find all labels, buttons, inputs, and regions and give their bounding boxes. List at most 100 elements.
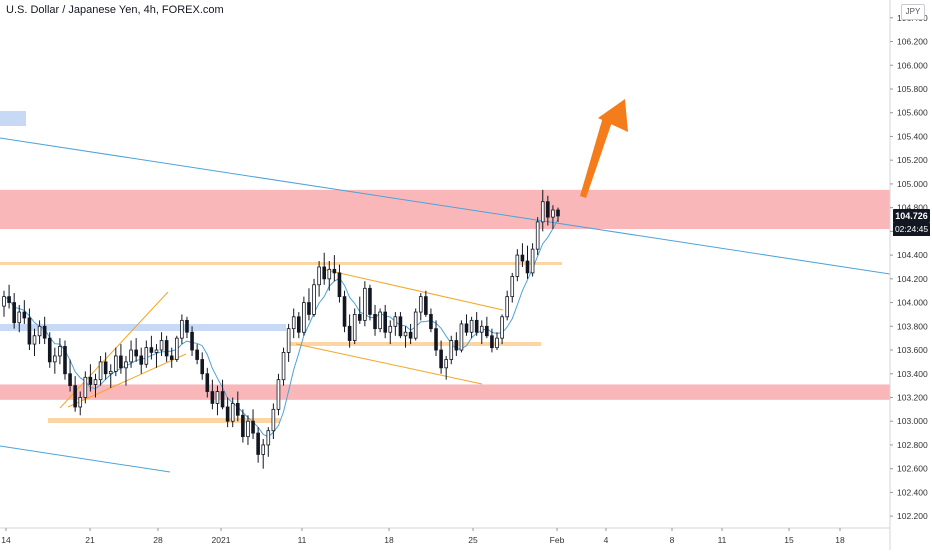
orange-level-upper — [0, 262, 562, 265]
candle-body — [42, 325, 47, 339]
blue-level — [0, 324, 286, 331]
candle-body — [144, 347, 149, 365]
candle-body — [114, 355, 118, 372]
candle-body — [230, 403, 235, 422]
candle-body — [352, 314, 357, 341]
candle-body — [383, 311, 387, 333]
candle-body — [332, 268, 337, 274]
candle-body — [429, 314, 433, 330]
candle-body — [235, 403, 240, 416]
candle-body — [347, 325, 352, 341]
candle-body — [546, 201, 550, 218]
y-tick-label: 105.000 — [897, 179, 928, 189]
candle-body — [403, 331, 408, 337]
x-tick-label: 4 — [604, 535, 609, 545]
candle-body — [7, 296, 11, 303]
candle-body — [556, 209, 560, 217]
candle-body — [495, 337, 499, 349]
y-tick-label: 103.800 — [897, 321, 928, 331]
candle-body — [47, 337, 52, 363]
candle-body — [139, 355, 144, 365]
candle-body — [103, 361, 108, 375]
candle-body — [312, 284, 316, 315]
countdown-label: 02:24:45 — [893, 223, 930, 237]
candle-body — [154, 349, 159, 353]
x-tick-label: 8 — [670, 535, 675, 545]
candle-body — [500, 316, 504, 339]
support-zone — [0, 384, 890, 400]
x-tick-label: 21 — [85, 535, 95, 545]
candle-body — [368, 287, 372, 315]
y-tick-label: 104.400 — [897, 250, 928, 260]
candle-body — [551, 209, 555, 218]
candle-body — [530, 248, 535, 274]
candle-body — [119, 355, 123, 369]
candle-body — [63, 346, 67, 375]
y-tick-label: 105.400 — [897, 131, 928, 141]
candle-body — [83, 376, 88, 398]
candle-body — [205, 373, 210, 392]
candle-body — [418, 296, 423, 313]
y-tick-label: 104.800 — [897, 203, 928, 213]
candle-body — [464, 323, 469, 333]
x-tick-label: Feb — [550, 535, 565, 545]
candle-body — [17, 311, 22, 324]
candle-body — [175, 337, 179, 360]
candle-body — [363, 287, 367, 321]
candle-body — [373, 314, 377, 330]
orange-level-mid — [288, 342, 541, 346]
x-tick-label: 2021 — [212, 535, 231, 545]
currency-tag[interactable]: JPY — [901, 4, 925, 20]
y-tick-label: 103.000 — [897, 416, 928, 426]
candle-body — [185, 319, 189, 333]
x-tick-label: 11 — [718, 535, 727, 545]
candle-body — [256, 432, 260, 455]
candle-body — [398, 316, 403, 337]
y-tick-label: 106.200 — [897, 37, 928, 47]
candle-body — [108, 370, 113, 375]
candle-body — [266, 430, 271, 446]
candle-body — [2, 296, 6, 307]
candle-body — [180, 319, 184, 339]
candle-body — [449, 340, 454, 360]
candle-body — [307, 302, 311, 315]
candle-body — [88, 376, 93, 385]
candle-body — [515, 254, 520, 277]
arrow-shaft — [580, 117, 612, 198]
candle-body — [169, 355, 174, 360]
candle-body — [220, 391, 225, 408]
candle-body — [424, 296, 428, 315]
x-tick-label: 28 — [153, 535, 163, 545]
y-tick-label: 102.200 — [897, 511, 928, 521]
channel-line-2b — [295, 343, 483, 385]
y-tick-label: 102.800 — [897, 440, 928, 450]
candle-body — [317, 266, 321, 286]
candle-body — [393, 316, 398, 327]
resistance-zone — [0, 189, 890, 229]
candle-body — [129, 349, 133, 363]
candle-body — [251, 420, 255, 434]
y-tick-label: 104.200 — [897, 274, 928, 284]
candle-body — [408, 331, 413, 339]
y-tick-label: 104.000 — [897, 298, 928, 308]
x-tick-label: 11 — [298, 535, 307, 545]
candle-body — [388, 325, 393, 333]
candle-body — [296, 316, 301, 333]
channel-line-1a — [59, 291, 169, 409]
candle-body — [434, 328, 438, 351]
candle-body — [12, 302, 16, 324]
x-tick-label: 18 — [835, 535, 845, 545]
candle-body — [37, 325, 42, 337]
arrow-annotation — [580, 99, 628, 198]
last-price-label: 104.726 — [893, 209, 930, 224]
drawn-lines — [0, 137, 891, 473]
candle-body — [22, 311, 27, 319]
candle-body — [286, 328, 291, 353]
y-tick-label: 106.000 — [897, 60, 928, 70]
y-tick-label: 103.400 — [897, 369, 928, 379]
candle-body — [479, 325, 484, 333]
candle-body — [525, 260, 530, 274]
y-tick-label: 102.600 — [897, 464, 928, 474]
